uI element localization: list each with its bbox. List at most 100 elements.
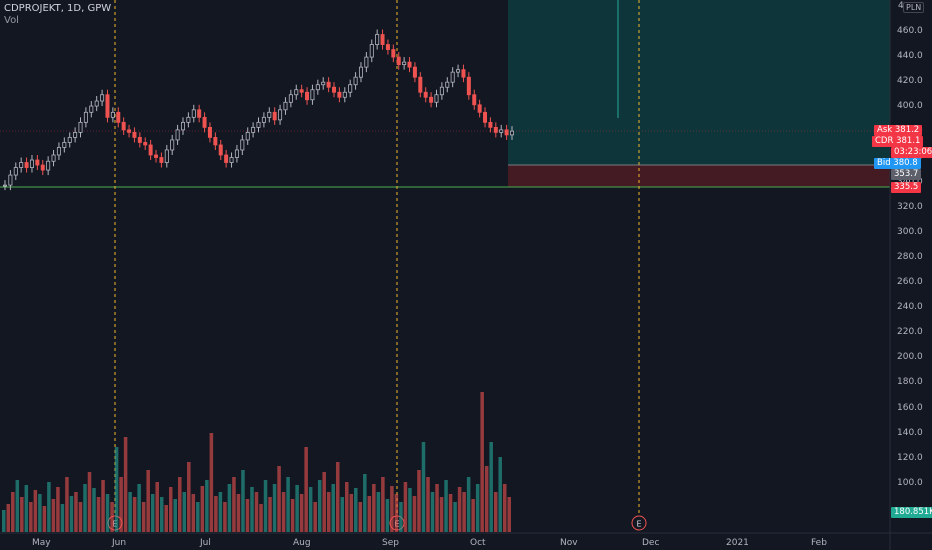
ask-tag: Ask 381.2 [874, 125, 923, 136]
price-tick: 280.0 [897, 251, 923, 262]
candle-body [315, 84, 320, 91]
volume-bar [412, 496, 417, 532]
volume-bar [11, 492, 15, 532]
candle-body [466, 76, 471, 96]
candle-body [164, 149, 169, 163]
volume-bar [335, 462, 340, 532]
candle-body [207, 126, 212, 138]
cdr-value: 381.1 [896, 136, 921, 146]
candle-body [73, 131, 78, 138]
price-tick: 320.0 [897, 201, 923, 212]
volume-bar [390, 486, 394, 532]
volume-bar [6, 504, 11, 532]
volume-bar [331, 484, 335, 532]
candle-body [229, 157, 234, 163]
cdr-label: CDR [875, 136, 894, 146]
time-tick: Jun [112, 538, 127, 548]
candle-body [202, 116, 207, 128]
volume-group [2, 392, 511, 532]
volume-bar [119, 477, 123, 532]
volume-bar [92, 488, 96, 532]
earnings-marker [631, 515, 647, 531]
volume-bar [286, 477, 290, 532]
top-corner: 4 [898, 1, 904, 11]
volume-bar [340, 497, 345, 532]
candle-body [100, 94, 105, 102]
volume-bar [277, 466, 281, 532]
time-tick: Feb [811, 538, 827, 548]
candle-body [450, 71, 455, 83]
candle-body [29, 159, 34, 168]
volume-bar [489, 442, 493, 532]
volume-bar [259, 504, 263, 532]
candle-body [170, 139, 175, 151]
candle-body [364, 56, 369, 68]
price-tick: 260.0 [897, 277, 923, 287]
candle-body [310, 89, 315, 101]
candle-body [288, 94, 293, 103]
volume-bar [196, 502, 200, 532]
currency-badge[interactable]: PLN [903, 2, 925, 13]
volume-bar [114, 447, 119, 532]
volume-bar [466, 477, 471, 532]
candle-body [391, 49, 396, 58]
volume-bar [263, 480, 268, 532]
volume-bar [33, 490, 38, 532]
time-tick: Aug [293, 538, 311, 548]
volume-bar [200, 486, 205, 532]
volume-bar [29, 502, 33, 532]
target-zone [508, 0, 890, 165]
volume-bar [69, 496, 74, 532]
candle-body [278, 109, 283, 121]
volume-bar [484, 466, 489, 532]
volume-bar [155, 482, 159, 532]
volume-bar [137, 484, 141, 532]
volume-bar [24, 485, 29, 532]
candle-body [418, 76, 423, 93]
candle-body [380, 34, 385, 45]
volume-bar [408, 488, 412, 532]
volume-bar [417, 470, 421, 532]
volume-bar [507, 497, 511, 532]
volume-bar [471, 499, 475, 532]
candle-body [19, 162, 24, 168]
candle-body [326, 81, 331, 88]
time-tick: Sep [382, 538, 399, 548]
volume-bar [435, 484, 439, 532]
volume-bar [313, 502, 317, 532]
volume-bar [173, 499, 178, 532]
volume-bar [182, 492, 187, 532]
candle-body [245, 131, 250, 141]
volume-bar [502, 484, 507, 532]
bid-label: Bid [877, 158, 891, 168]
volume-bar [132, 497, 137, 532]
candle-body [385, 44, 390, 50]
volume-bar [372, 484, 376, 532]
volume-bar [42, 506, 47, 532]
candle-body [35, 159, 40, 166]
volume-bar [349, 494, 354, 532]
candle-body [396, 56, 401, 66]
earnings-marker-label: E [636, 520, 641, 529]
vol-label: Vol [4, 15, 19, 26]
volume-bar [87, 472, 92, 532]
bid-value: 380.8 [893, 158, 918, 168]
candle-body [299, 89, 304, 93]
volume-bar [317, 480, 322, 532]
candle-body [137, 137, 142, 143]
candle-body [493, 126, 498, 133]
candle-body [358, 66, 363, 78]
volume-bar [227, 484, 232, 532]
volume-bar [74, 492, 78, 532]
time-tick: Jul [200, 538, 211, 548]
candle-body [305, 91, 310, 101]
ask-label: Ask [877, 125, 893, 135]
candle-body [256, 121, 261, 128]
candle-body [483, 111, 488, 123]
volume-bar [295, 485, 299, 532]
price-tick: 100.0 [897, 477, 923, 488]
volume-bar [250, 487, 254, 532]
candle-body [148, 144, 153, 156]
volume-bar [223, 502, 227, 532]
